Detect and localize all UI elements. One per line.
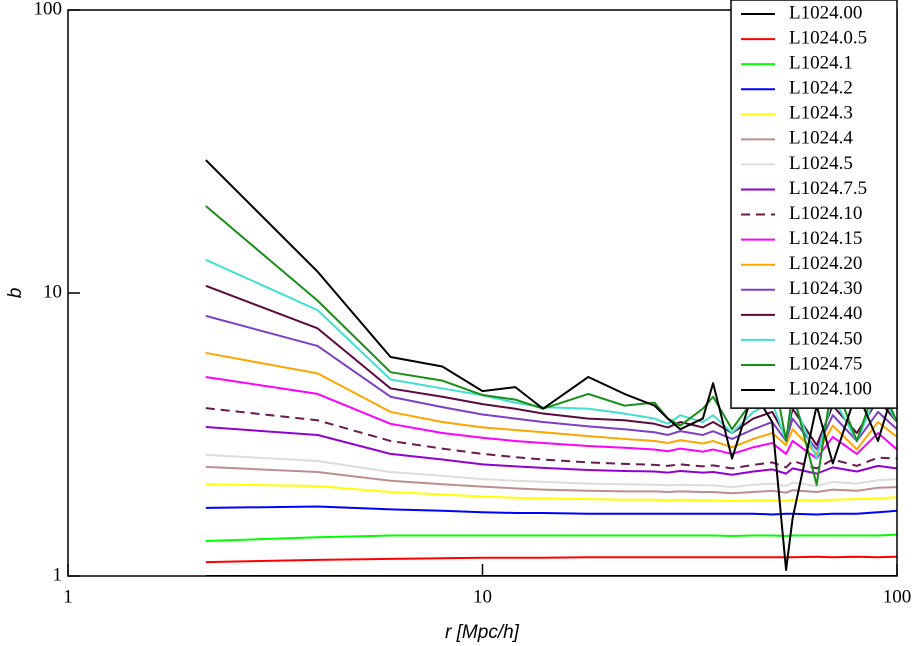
series-line	[205, 407, 897, 470]
x-tick-label: 100	[883, 586, 912, 607]
legend: L1024.00 L1024.0.5 L1024.1 L1024.2 L1024.3 L1…	[730, 0, 898, 409]
legend-label: L1024.2	[789, 78, 853, 99]
legend-label: L1024.10	[789, 203, 862, 224]
y-tick-label: 100	[34, 0, 63, 19]
series-line	[205, 205, 897, 486]
legend-label: L1024.100	[789, 378, 872, 399]
series-line	[205, 159, 897, 571]
series-line	[205, 426, 897, 476]
legend-label: L1024.00	[789, 2, 862, 23]
x-axis-label: r [Mpc/h]	[445, 622, 520, 643]
legend-label: L1024.50	[789, 328, 862, 349]
y-tick-label: 1	[53, 564, 63, 585]
legend-label: L1024.40	[789, 303, 862, 324]
series-line	[205, 483, 897, 503]
legend-label: L1024.0.5	[789, 27, 867, 48]
series-line	[205, 555, 897, 564]
x-tick-label: 1	[63, 586, 73, 607]
legend-label: L1024.5	[789, 153, 853, 174]
plot-lines	[205, 159, 897, 576]
legend-label: L1024.15	[789, 228, 862, 249]
y-tick-label: 10	[43, 281, 62, 302]
legend-label: L1024.7.5	[789, 178, 867, 199]
series-line	[205, 314, 897, 451]
legend-label: L1024.1	[789, 52, 853, 73]
legend-label: L1024.30	[789, 278, 862, 299]
legend-label: L1024.4	[789, 128, 853, 149]
legend-label: L1024.3	[789, 103, 853, 124]
legend-label: L1024.75	[789, 353, 862, 374]
series-line	[205, 375, 897, 460]
series-line	[205, 505, 897, 516]
x-tick-label: 10	[473, 586, 492, 607]
series-line	[205, 258, 897, 460]
legend-label: L1024.20	[789, 253, 862, 274]
series-line	[205, 453, 897, 489]
series-line	[205, 533, 897, 542]
series-line	[205, 465, 897, 495]
y-axis-label: b	[5, 288, 26, 299]
